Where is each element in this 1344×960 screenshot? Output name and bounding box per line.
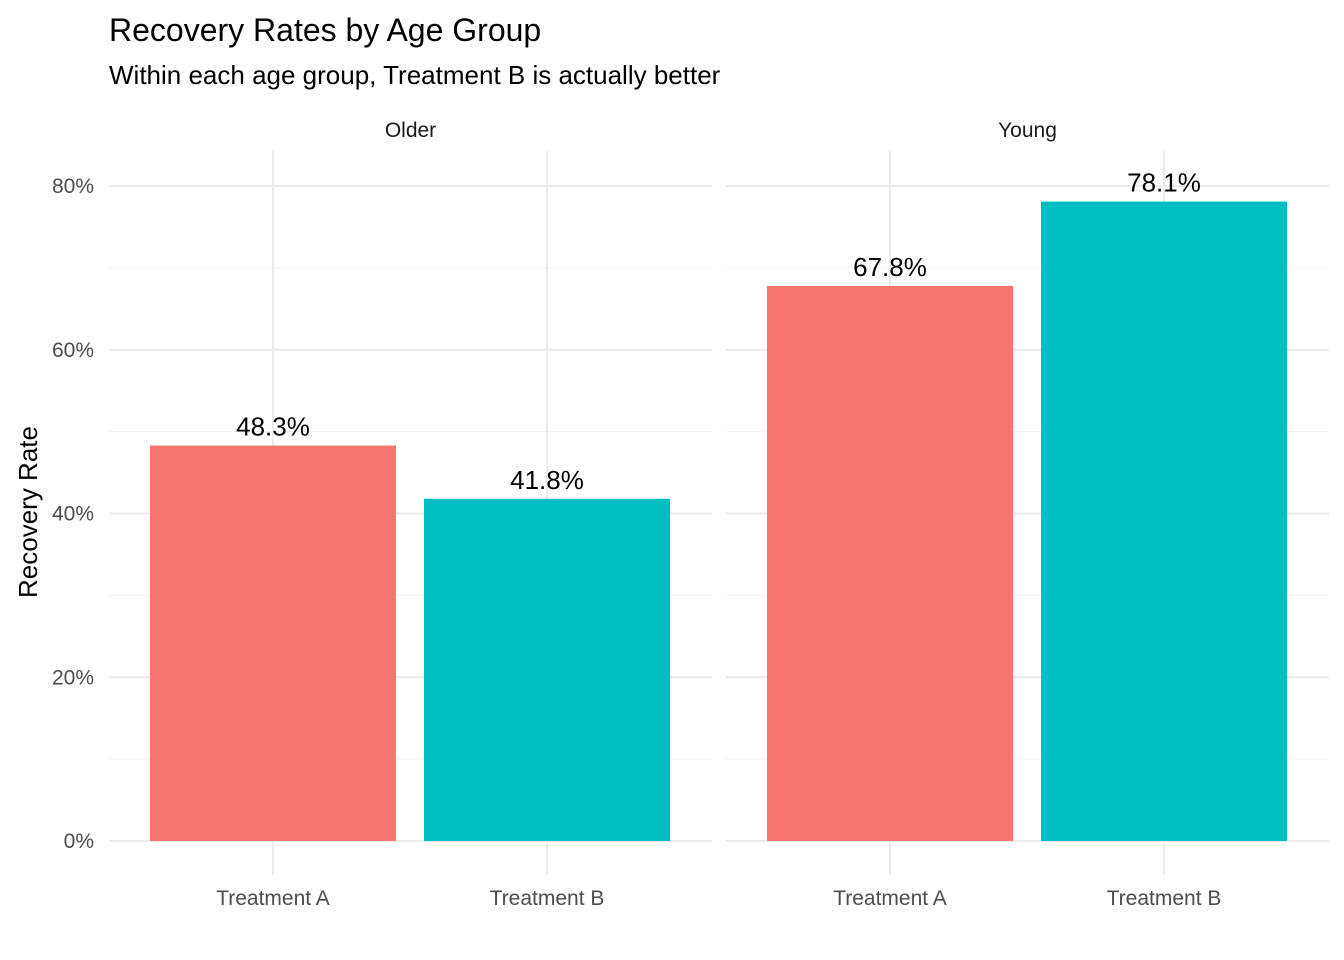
bar-young-treatment-a: [767, 285, 1013, 841]
x-tick-label: Treatment B: [490, 887, 605, 910]
x-tick-label: Treatment A: [216, 887, 330, 910]
bar-older-treatment-b: [424, 498, 670, 841]
chart-subtitle: Within each age group, Treatment B is ac…: [109, 60, 721, 90]
data-label: 78.1%: [1127, 168, 1201, 198]
y-tick-label: 60%: [52, 339, 94, 362]
facet-label: Older: [385, 119, 436, 142]
y-tick-label: 80%: [52, 175, 94, 198]
plot-area: Older 48.3% Treatment A 41.8% Treatment B You…: [52, 119, 1329, 910]
data-label: 41.8%: [510, 465, 584, 495]
facet-label: Young: [998, 119, 1057, 142]
bar-older-treatment-a: [150, 445, 396, 841]
y-tick-label: 20%: [52, 666, 94, 689]
y-tick-label: 0%: [64, 830, 94, 853]
x-tick-label: Treatment A: [833, 887, 947, 910]
y-tick-label: 40%: [52, 503, 94, 526]
bar-young-treatment-b: [1041, 201, 1287, 841]
y-axis-label: Recovery Rate: [13, 426, 43, 598]
x-tick-label: Treatment B: [1107, 887, 1222, 910]
data-label: 48.3%: [236, 412, 310, 442]
data-label: 67.8%: [853, 252, 927, 282]
chart-title: Recovery Rates by Age Group: [109, 12, 541, 48]
